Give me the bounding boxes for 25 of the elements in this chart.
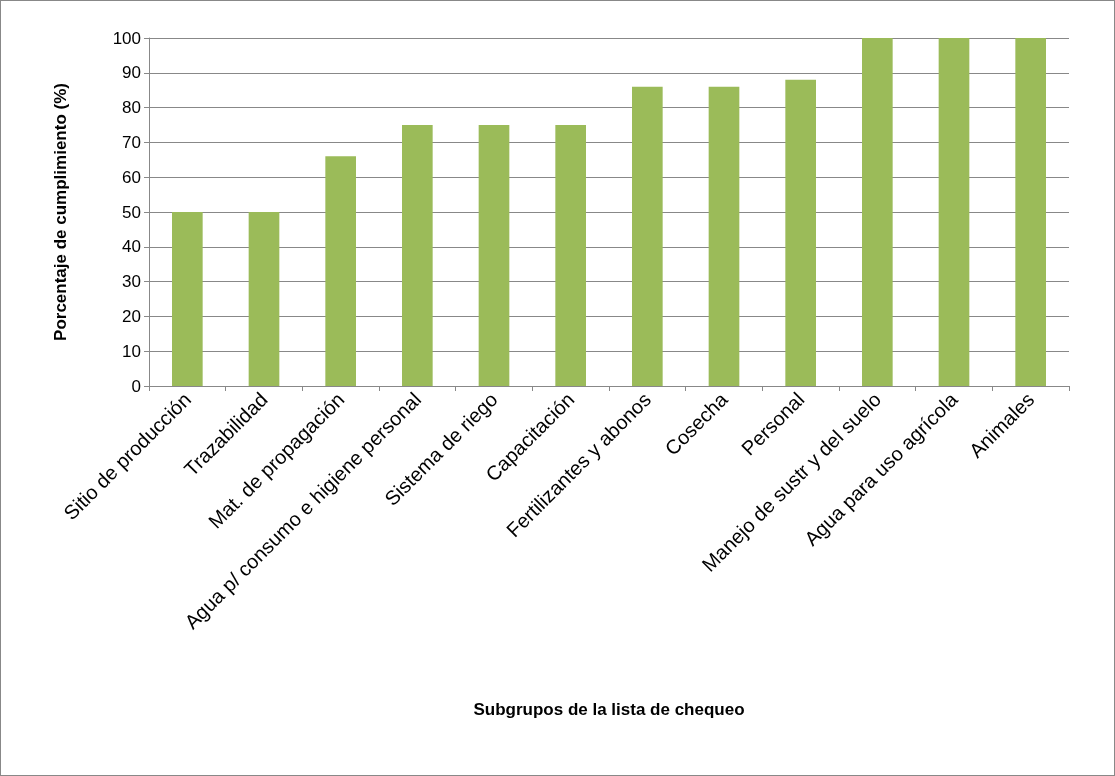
- bar: [325, 156, 356, 386]
- x-axis-title: Subgrupos de la lista de chequeo: [473, 700, 745, 719]
- y-tick-label: 20: [122, 306, 141, 326]
- bar: [938, 38, 970, 386]
- y-tick-label: 90: [122, 63, 141, 83]
- bar: [708, 86, 740, 386]
- bar: [555, 125, 586, 386]
- bar: [862, 38, 893, 386]
- y-tick-label: 100: [112, 28, 141, 48]
- y-tick-label: 80: [122, 98, 141, 118]
- y-tick-label: 30: [122, 272, 141, 292]
- y-tick-label: 60: [122, 167, 141, 187]
- bar: [1015, 38, 1046, 386]
- y-tick-label: 40: [122, 237, 141, 257]
- bar: [632, 86, 663, 386]
- y-tick-label: 0: [131, 376, 141, 396]
- y-tick-label: 50: [122, 202, 141, 222]
- y-tick-label: 10: [122, 341, 141, 361]
- y-tick-label: 70: [122, 132, 141, 152]
- bar: [172, 212, 203, 386]
- bar: [478, 125, 510, 386]
- y-axis-title: Porcentaje de cumplimiento (%): [51, 83, 70, 341]
- bar: [402, 125, 433, 386]
- bar: [248, 212, 280, 386]
- bar: [785, 79, 816, 386]
